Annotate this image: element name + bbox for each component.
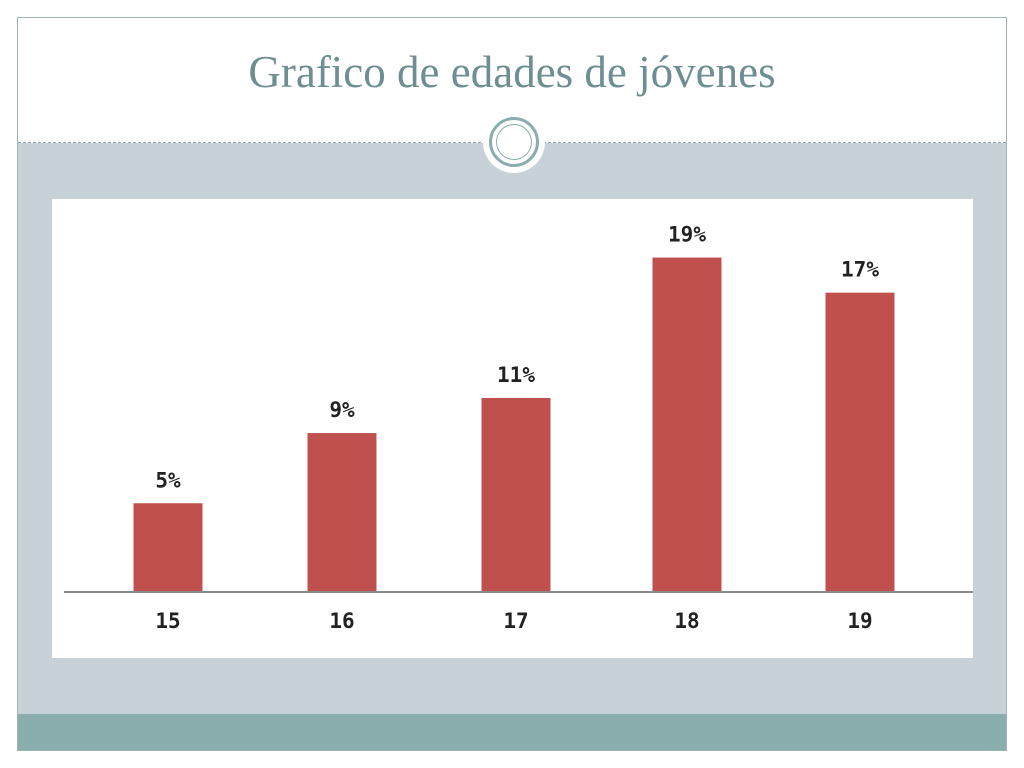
circle-ornament-icon — [483, 111, 545, 173]
x-tick-label: 17 — [503, 609, 528, 633]
bar-chart: 5% 15 9% 16 11% 17 19% 18 17% 19 — [64, 223, 973, 633]
x-tick-label: 18 — [674, 609, 699, 633]
bar — [307, 433, 377, 591]
slide-frame: Grafico de edades de jóvenes 5% 15 9% 16 11%… — [17, 17, 1007, 751]
bar — [481, 397, 551, 591]
footer-band — [18, 714, 1006, 750]
x-tick-label: 16 — [329, 609, 354, 633]
slide-title: Grafico de edades de jóvenes — [248, 47, 776, 97]
ornament-inner-ring — [496, 124, 532, 160]
data-label: 19% — [668, 223, 706, 247]
x-tick-label: 15 — [155, 609, 180, 633]
data-label: 17% — [841, 258, 879, 282]
x-tick-label: 19 — [847, 609, 872, 633]
chart-panel: 5% 15 9% 16 11% 17 19% 18 17% 19 — [52, 199, 973, 658]
data-label: 11% — [497, 363, 535, 387]
data-label: 5% — [155, 468, 181, 492]
data-label: 9% — [329, 398, 355, 422]
bar — [652, 257, 722, 591]
ornament-ring — [489, 117, 539, 167]
bar — [133, 503, 203, 591]
bar — [825, 292, 895, 591]
